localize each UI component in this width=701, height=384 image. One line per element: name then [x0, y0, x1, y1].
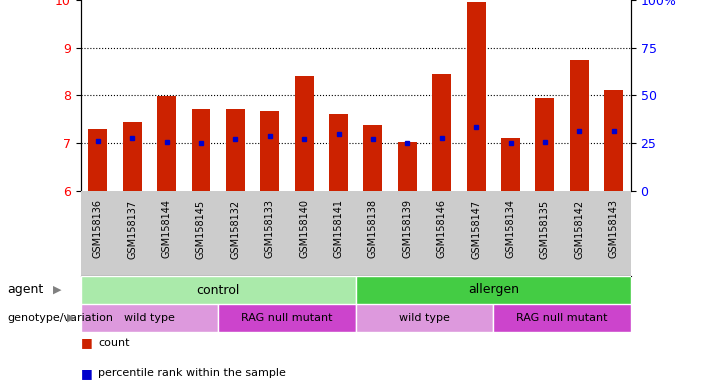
- Text: GSM158140: GSM158140: [299, 200, 309, 258]
- Bar: [218, 304, 355, 332]
- Bar: [536, 98, 554, 191]
- Text: RAG null mutant: RAG null mutant: [241, 313, 333, 323]
- Bar: [123, 122, 142, 191]
- Text: GSM158139: GSM158139: [402, 200, 412, 258]
- Text: ■: ■: [81, 367, 93, 380]
- Text: GSM158142: GSM158142: [574, 200, 585, 259]
- Bar: [433, 74, 451, 191]
- Bar: [81, 276, 355, 304]
- Text: GSM158145: GSM158145: [196, 200, 206, 259]
- Text: GSM158147: GSM158147: [471, 200, 481, 259]
- Bar: [355, 276, 631, 304]
- Text: GSM158135: GSM158135: [540, 200, 550, 259]
- Bar: [364, 125, 383, 191]
- Bar: [494, 304, 631, 332]
- Text: percentile rank within the sample: percentile rank within the sample: [98, 368, 286, 378]
- Bar: [329, 114, 348, 191]
- Bar: [294, 76, 313, 191]
- Text: ■: ■: [81, 336, 93, 349]
- Bar: [191, 109, 210, 191]
- Bar: [604, 90, 623, 191]
- Text: wild type: wild type: [124, 313, 175, 323]
- Bar: [398, 142, 417, 191]
- Text: agent: agent: [7, 283, 43, 296]
- Text: GSM158137: GSM158137: [127, 200, 137, 259]
- Text: GSM158144: GSM158144: [162, 200, 172, 258]
- Text: GSM158146: GSM158146: [437, 200, 447, 258]
- Bar: [355, 304, 494, 332]
- Text: GSM158134: GSM158134: [505, 200, 515, 258]
- Text: control: control: [196, 283, 240, 296]
- Text: RAG null mutant: RAG null mutant: [517, 313, 608, 323]
- Text: wild type: wild type: [399, 313, 450, 323]
- Bar: [226, 109, 245, 191]
- Text: GSM158132: GSM158132: [231, 200, 240, 259]
- Text: GSM158133: GSM158133: [265, 200, 275, 258]
- Text: GSM158141: GSM158141: [334, 200, 343, 258]
- Text: count: count: [98, 338, 130, 348]
- Bar: [157, 96, 176, 191]
- Bar: [467, 2, 486, 191]
- Bar: [570, 60, 589, 191]
- Text: allergen: allergen: [468, 283, 519, 296]
- Bar: [501, 137, 520, 191]
- Text: GSM158143: GSM158143: [608, 200, 619, 258]
- Text: GSM158136: GSM158136: [93, 200, 103, 258]
- Text: ▶: ▶: [53, 285, 61, 295]
- Bar: [88, 129, 107, 191]
- Bar: [260, 111, 279, 191]
- Text: GSM158138: GSM158138: [368, 200, 378, 258]
- Bar: [81, 304, 218, 332]
- Text: genotype/variation: genotype/variation: [7, 313, 113, 323]
- Text: ▶: ▶: [67, 313, 75, 323]
